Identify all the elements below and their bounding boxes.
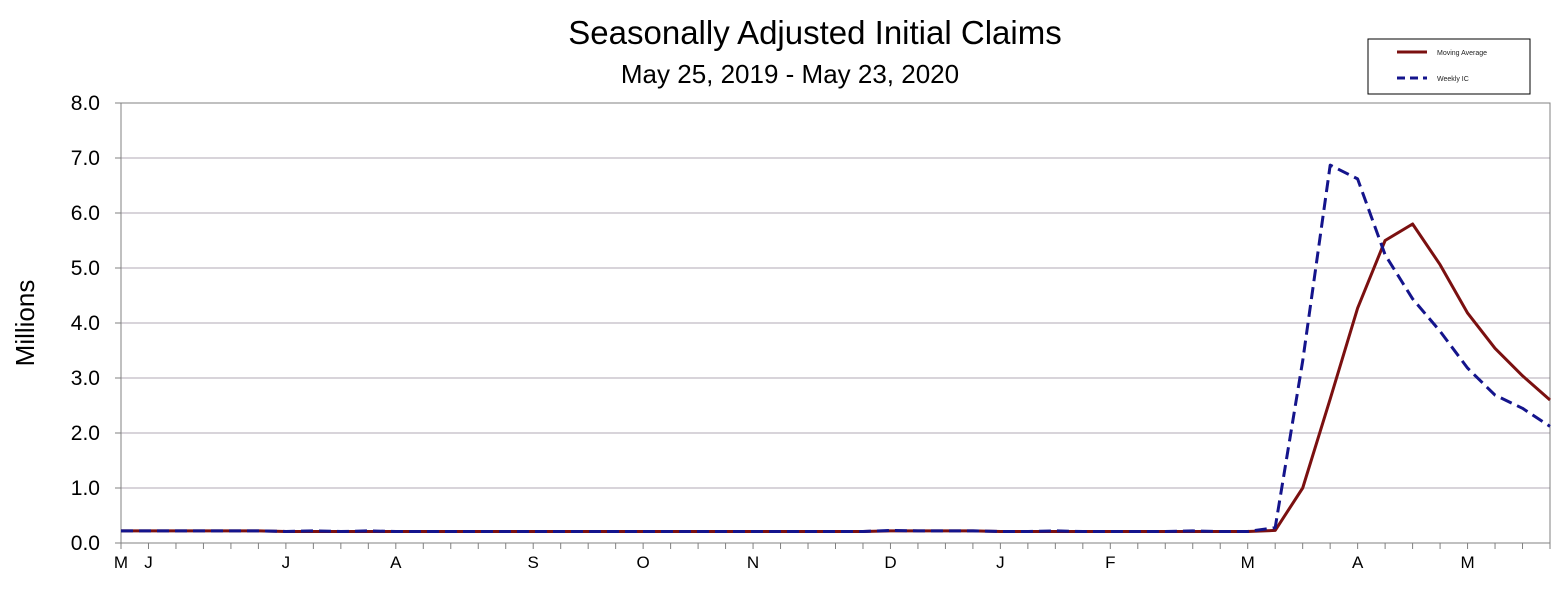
x-tick-label-7: D [884, 553, 896, 572]
y-axis-label: Millions [10, 280, 40, 367]
legend: Moving Average Weekly IC [1367, 38, 1531, 95]
x-tick-label-1: J [144, 553, 153, 572]
x-tick-label-4: S [528, 553, 539, 572]
x-tick-label-0: M [114, 553, 128, 572]
y-tick-label-6: 6.0 [71, 202, 100, 225]
x-tick-label-5: O [637, 553, 650, 572]
y-tick-label-4: 4.0 [71, 312, 100, 335]
series-group [121, 163, 1551, 533]
x-tick-label-12: M [1460, 553, 1474, 572]
legend-box [1367, 38, 1531, 95]
series-line-weekly-ic [121, 163, 1551, 533]
y-tick-label-1: 1.0 [71, 477, 100, 500]
legend-label-moving-average: Moving Average [1437, 50, 1487, 57]
y-tick-label-7: 7.0 [71, 147, 100, 170]
chart-subtitle: May 25, 2019 - May 23, 2020 [621, 59, 959, 89]
y-tick-label-8: 8.0 [71, 92, 100, 115]
x-tick-label-10: M [1241, 553, 1255, 572]
y-tick-label-3: 3.0 [71, 367, 100, 390]
x-tick-label-6: N [747, 553, 759, 572]
x-tick-label-8: J [996, 553, 1005, 572]
legend-label-weekly-ic: Weekly IC [1437, 76, 1469, 83]
x-tick-label-11: A [1352, 553, 1364, 572]
x-tick-label-9: F [1105, 553, 1115, 572]
y-tick-label-0: 0.0 [71, 532, 100, 555]
chart-title: Seasonally Adjusted Initial Claims [568, 14, 1061, 51]
x-tick-label-3: A [390, 553, 402, 572]
grid-lines [121, 157, 1550, 489]
x-tick-label-2: J [282, 553, 291, 572]
y-tick-label-5: 5.0 [71, 257, 100, 280]
plot-area [120, 102, 1551, 544]
y-axis-ticks: 0.0 1.0 2.0 3.0 4.0 5.0 6.0 7.0 8.0 [71, 92, 121, 555]
y-tick-label-2: 2.0 [71, 422, 100, 445]
